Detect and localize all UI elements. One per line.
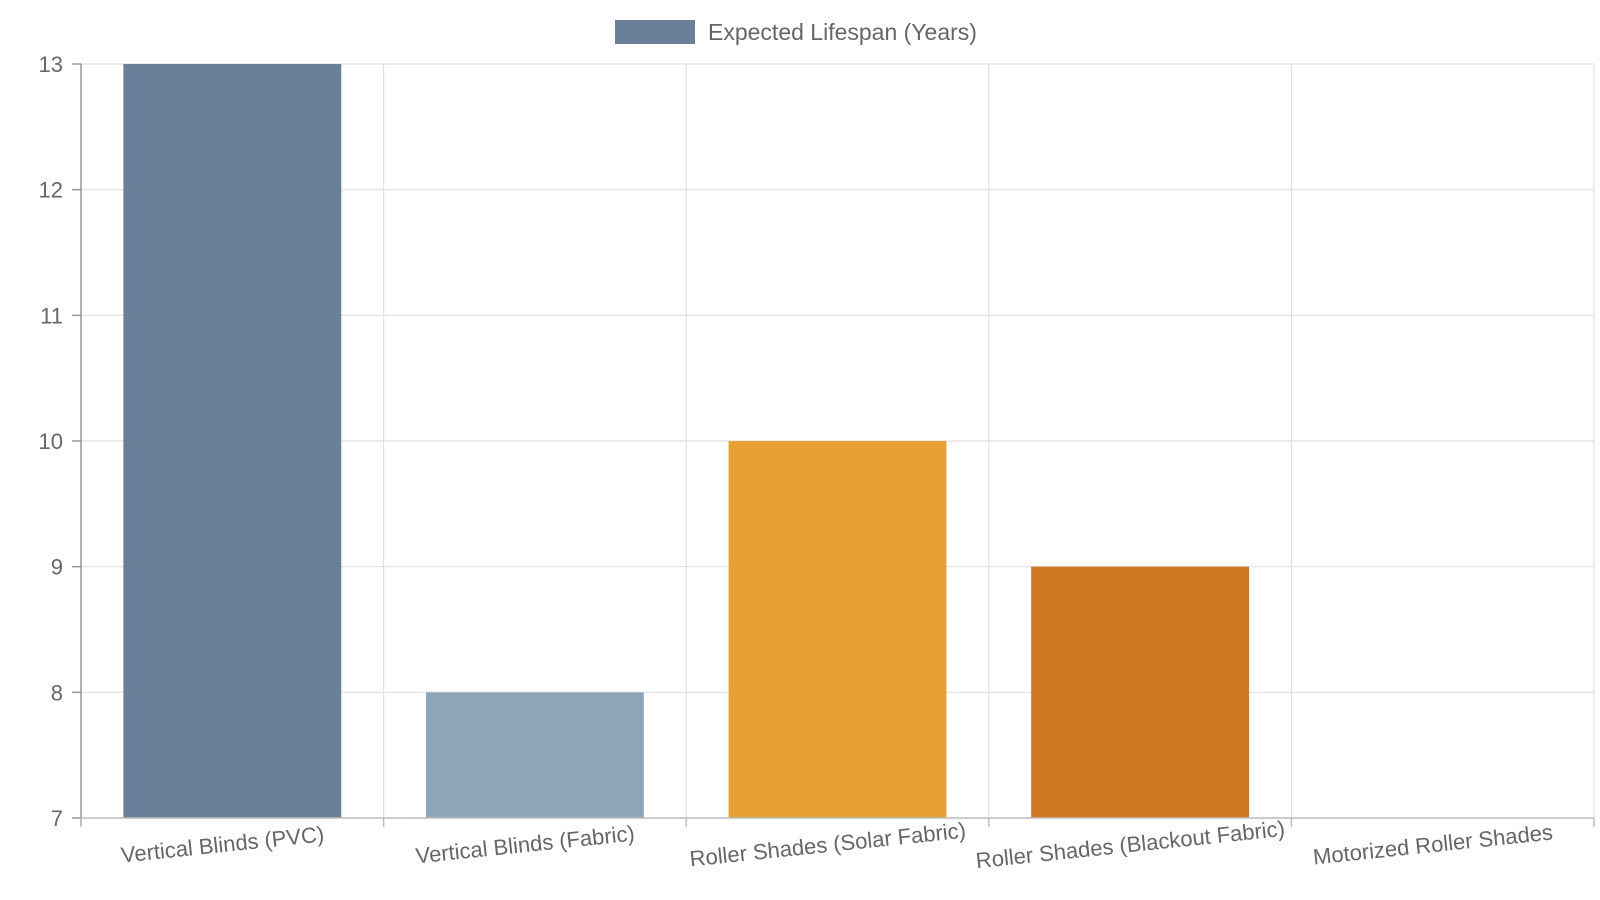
x-tick-label: Roller Shades (Blackout Fabric) [975, 816, 1286, 873]
bars [123, 64, 1250, 818]
axes [80, 64, 1594, 826]
y-axis-ticks: 7 8 9 10 11 12 13 [39, 52, 81, 831]
y-tick-label: 8 [51, 680, 63, 705]
bar[interactable] [728, 441, 947, 818]
y-tick-label: 9 [51, 555, 63, 580]
legend-label: Expected Lifespan (Years) [708, 19, 977, 45]
y-tick-label: 7 [51, 806, 63, 831]
x-tick-label: Vertical Blinds (Fabric) [414, 821, 635, 869]
x-axis-ticks: Vertical Blinds (PVC) Vertical Blinds (Fa… [80, 816, 1595, 873]
y-tick-label: 13 [39, 52, 63, 77]
x-tick-label: Roller Shades (Solar Fabric) [688, 818, 967, 872]
legend-swatch [615, 20, 695, 44]
y-tick-label: 12 [39, 178, 63, 203]
bar[interactable] [425, 692, 644, 818]
x-tick-label: Motorized Roller Shades [1312, 820, 1554, 870]
y-tick-label: 10 [39, 429, 63, 454]
bar[interactable] [123, 64, 342, 818]
x-tick-label: Vertical Blinds (PVC) [120, 821, 326, 867]
y-tick-label: 11 [40, 303, 63, 328]
bar[interactable] [1031, 566, 1250, 818]
legend[interactable]: Expected Lifespan (Years) [615, 19, 977, 45]
